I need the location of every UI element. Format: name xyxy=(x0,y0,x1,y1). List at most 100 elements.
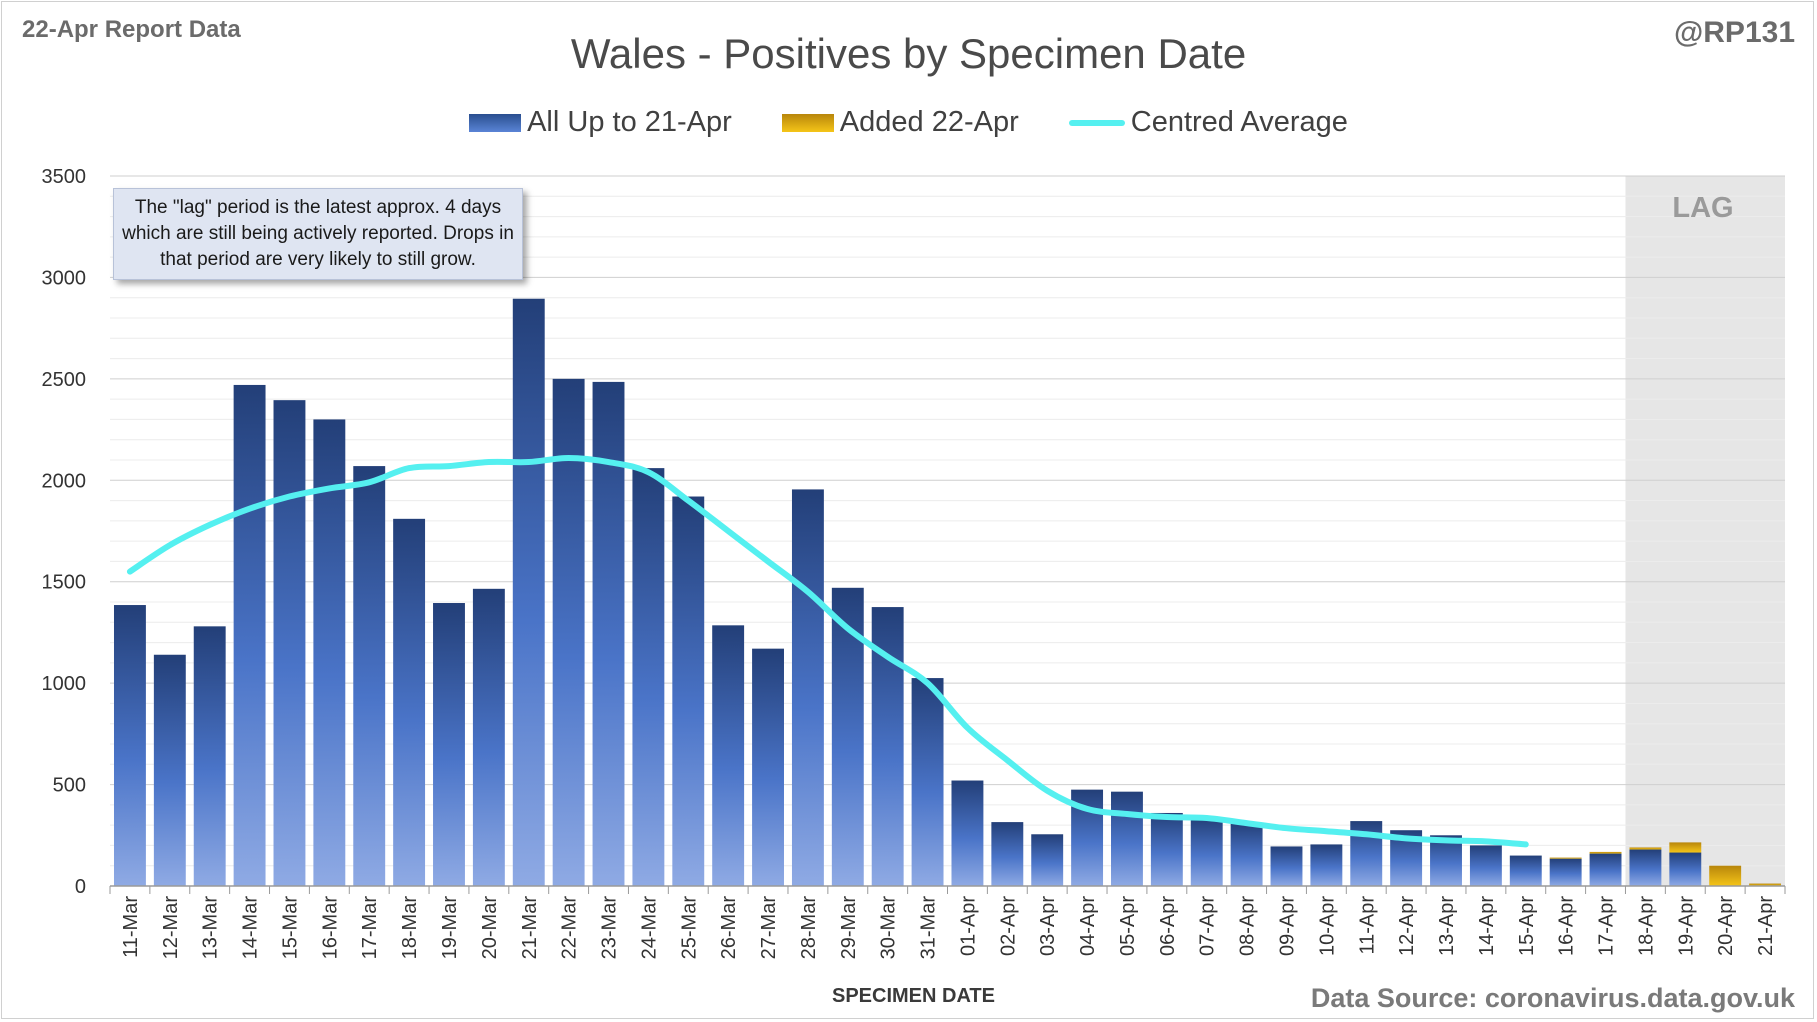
legend-item-added: Added 22-Apr xyxy=(781,106,1019,139)
bar-added-17-Apr xyxy=(1589,851,1622,854)
lag-shading xyxy=(1625,176,1785,886)
y-tick-label: 1000 xyxy=(42,673,87,695)
x-tick-label: 01-Apr xyxy=(957,896,979,956)
author-handle: @RP131 xyxy=(1674,16,1795,49)
bar-all-01-Apr xyxy=(951,780,984,886)
x-tick-label: 23-Mar xyxy=(599,896,621,960)
x-tick-label: 12-Mar xyxy=(160,896,182,960)
x-tick-label: 25-Mar xyxy=(678,896,700,960)
y-tick-label: 3500 xyxy=(42,166,87,188)
x-tick-label: 16-Mar xyxy=(319,896,341,960)
x-tick-label: 08-Apr xyxy=(1237,896,1259,956)
bar-all-24-Mar xyxy=(632,468,665,886)
bar-all-17-Apr xyxy=(1589,853,1622,886)
y-tick-label: 0 xyxy=(75,876,86,898)
x-axis: 11-Mar 12-Mar 13-Mar 14-Mar 15-Mar 16-Mar 17-M… xyxy=(109,885,1786,960)
bar-all-27-Mar xyxy=(752,648,784,886)
x-tick-label: 22-Mar xyxy=(559,896,581,960)
x-tick-label: 20-Apr xyxy=(1715,896,1737,956)
bar-all-10-Apr xyxy=(1310,844,1343,886)
report-date-label: 22-Apr Report Data xyxy=(22,16,241,43)
bar-added-18-Apr xyxy=(1629,847,1662,850)
x-tick-label: 30-Mar xyxy=(878,896,900,960)
bar-all-18-Apr xyxy=(1629,849,1662,886)
bar-all-14-Mar xyxy=(233,384,266,886)
x-tick-label: 14-Mar xyxy=(240,896,262,960)
bar-added-19-Apr xyxy=(1669,842,1702,853)
x-tick-label: 04-Apr xyxy=(1077,896,1099,956)
x-tick-label: 15-Mar xyxy=(279,896,301,960)
y-tick-label: 3000 xyxy=(42,267,87,289)
x-tick-label: 15-Apr xyxy=(1516,896,1538,956)
x-tick-label: 06-Apr xyxy=(1157,896,1179,956)
bar-all-15-Mar xyxy=(273,400,306,886)
bar-all-28-Mar xyxy=(791,489,824,886)
y-tick-label: 2000 xyxy=(42,470,87,492)
bar-all-08-Apr xyxy=(1230,823,1263,886)
chart-title: Wales - Positives by Specimen Date xyxy=(570,30,1247,77)
x-tick-label: 26-Mar xyxy=(718,896,740,960)
x-tick-label: 18-Mar xyxy=(399,896,421,960)
x-tick-label: 10-Apr xyxy=(1316,896,1338,956)
x-tick-label: 27-Mar xyxy=(758,896,780,960)
gridlines xyxy=(110,175,1785,887)
x-axis-title: SPECIMEN DATE xyxy=(832,985,995,1007)
x-tick-label: 24-Mar xyxy=(638,896,660,960)
bar-all-19-Mar xyxy=(433,603,465,886)
bar-all-06-Apr xyxy=(1150,812,1183,886)
bar-added-21-Apr xyxy=(1749,883,1782,886)
lag-region xyxy=(1625,176,1785,886)
legend-swatch-all xyxy=(469,113,522,132)
x-tick-label: 02-Apr xyxy=(997,896,1019,956)
x-tick-label: 13-Apr xyxy=(1436,896,1458,956)
x-tick-label: 14-Apr xyxy=(1476,896,1498,956)
legend-label-added: Added 22-Apr xyxy=(839,106,1019,138)
x-tick-label: 03-Apr xyxy=(1037,896,1059,956)
bar-all-16-Mar xyxy=(313,419,346,886)
bar-all-13-Apr xyxy=(1430,835,1462,886)
x-tick-label: 11-Mar xyxy=(120,896,142,958)
legend-label-all: All Up to 21-Apr xyxy=(527,106,732,138)
bar-all-02-Apr xyxy=(991,822,1024,886)
x-tick-label: 18-Apr xyxy=(1635,896,1657,956)
bar-added-16-Apr xyxy=(1549,857,1582,859)
x-tick-label: 13-Mar xyxy=(200,896,222,960)
bar-all-09-Apr xyxy=(1270,846,1303,886)
legend-label-average: Centred Average xyxy=(1130,106,1348,138)
bar-all-21-Mar xyxy=(512,298,545,886)
x-tick-label: 07-Apr xyxy=(1197,896,1219,956)
x-tick-label: 19-Apr xyxy=(1675,896,1697,956)
bar-all-19-Apr xyxy=(1669,852,1702,886)
bar-all-16-Apr xyxy=(1549,858,1582,886)
bar-all-20-Mar xyxy=(472,588,505,886)
x-tick-label: 20-Mar xyxy=(479,896,501,960)
x-tick-label: 09-Apr xyxy=(1276,896,1298,956)
bar-all-03-Apr xyxy=(1031,834,1064,886)
legend-item-average: Centred Average xyxy=(1068,106,1348,139)
y-tick-label: 1500 xyxy=(42,572,87,594)
centred-average-line xyxy=(126,454,1529,848)
x-tick-label: 11-Apr xyxy=(1356,896,1378,955)
bar-all-12-Mar xyxy=(153,654,186,886)
x-tick-label: 21-Mar xyxy=(519,896,541,960)
x-tick-label: 16-Apr xyxy=(1556,896,1578,956)
chart-legend: All Up to 21-Apr Added 22-Apr Centred Av… xyxy=(0,106,1817,139)
bar-added-20-Apr xyxy=(1709,865,1742,886)
y-tick-label: 500 xyxy=(53,775,86,797)
bar-all-29-Mar xyxy=(831,587,864,886)
bar-all-15-Apr xyxy=(1509,855,1542,886)
data-source-note: Data Source: coronavirus.data.gov.uk xyxy=(1310,983,1795,1013)
lag-label: LAG xyxy=(1672,192,1734,224)
bar-all-11-Mar xyxy=(113,605,146,886)
y-tick-labels: 0 500 1000 1500 2000 2500 3000 3500 xyxy=(42,166,87,898)
x-tick-label: 12-Apr xyxy=(1396,896,1418,956)
x-tick-label: 31-Mar xyxy=(918,896,940,960)
x-tick-label: 28-Mar xyxy=(798,896,820,960)
average-line-group xyxy=(126,454,1529,848)
bar-all-18-Mar xyxy=(393,518,426,886)
x-tick-label: 05-Apr xyxy=(1117,896,1139,956)
x-tick-label: 19-Mar xyxy=(439,896,461,960)
